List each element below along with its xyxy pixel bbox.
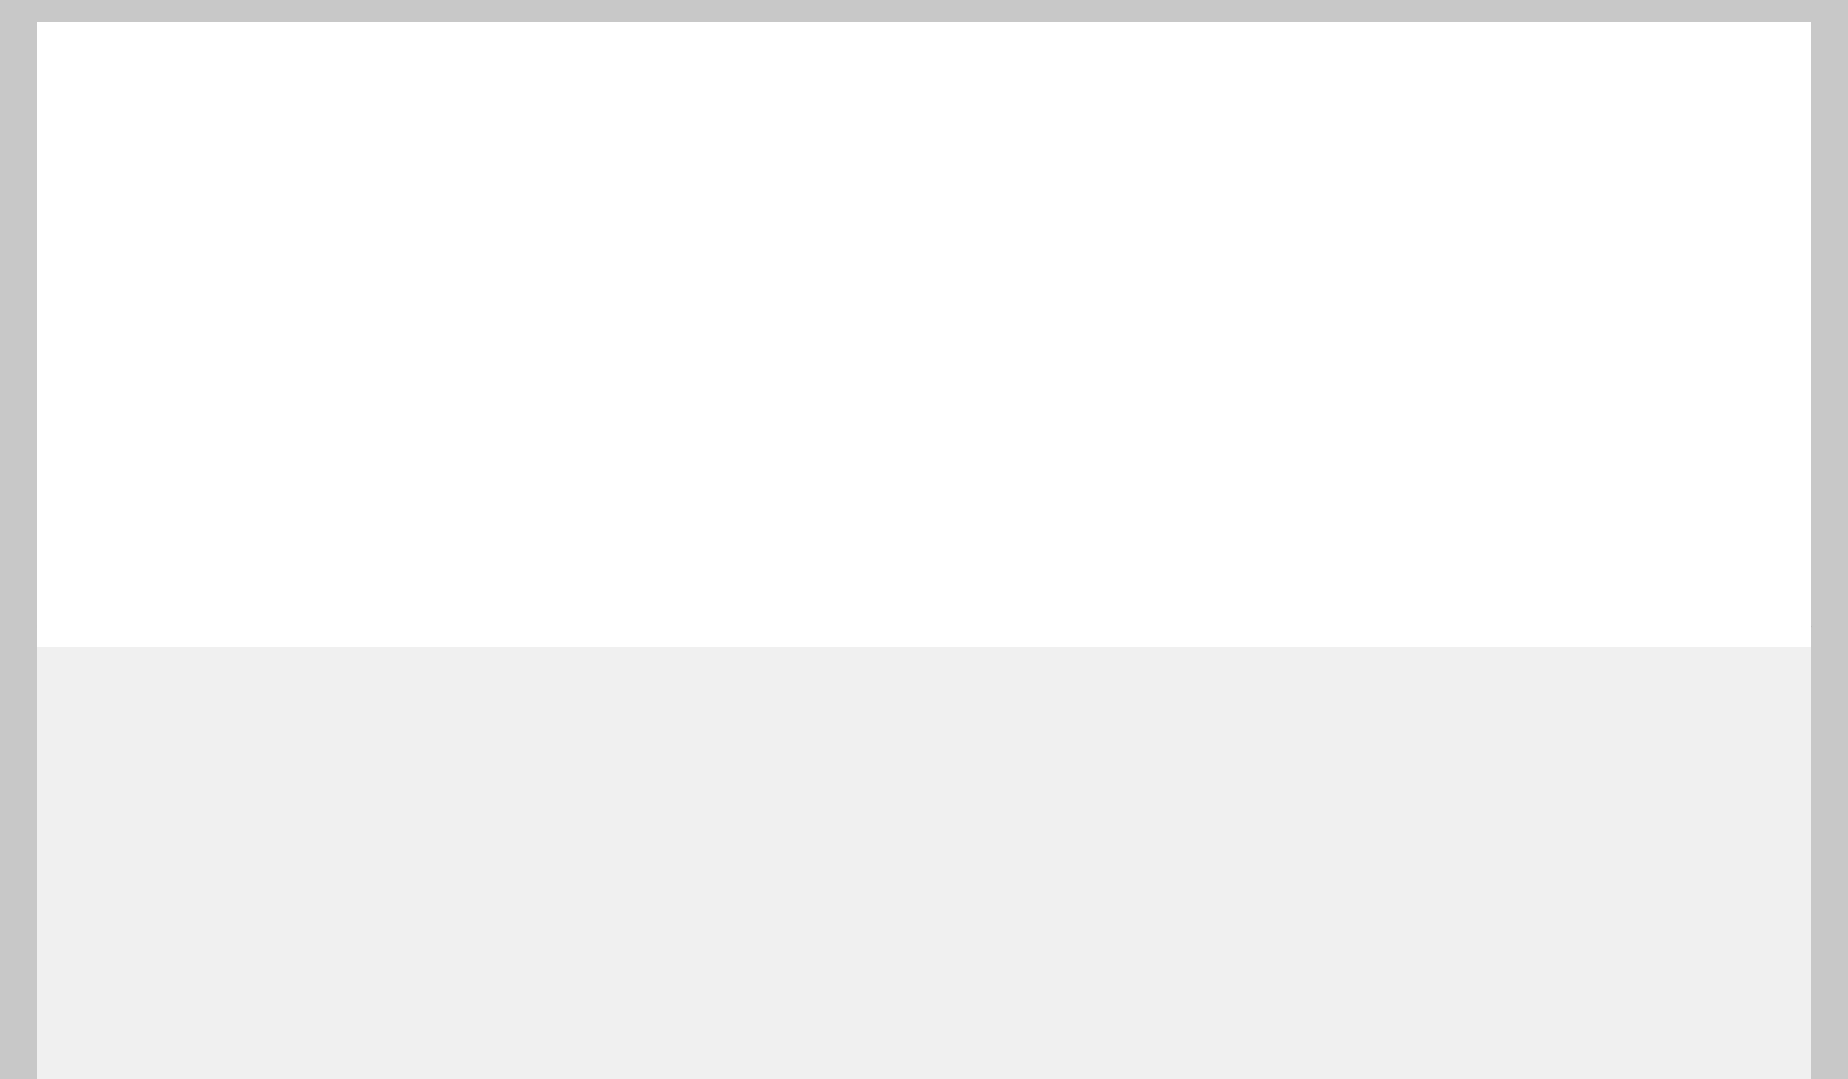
Text: diagram. Name the two lines and the: diagram. Name the two lines and the	[74, 189, 514, 213]
Text: d: d	[959, 200, 970, 219]
Text: b: b	[1558, 32, 1571, 52]
Text: Which of the following is a pair of corresponding angles?: Which of the following is a pair of corr…	[74, 685, 743, 709]
Text: ↓1 and ↓4: ↓1 and ↓4	[203, 915, 333, 939]
Text: 6: 6	[1574, 211, 1586, 230]
Circle shape	[79, 913, 128, 941]
Circle shape	[79, 794, 128, 822]
Text: a: a	[1244, 32, 1255, 52]
Circle shape	[967, 794, 1015, 822]
Text: 7: 7	[1240, 286, 1251, 304]
Text: C.: C.	[1031, 796, 1055, 820]
Text: ↓6 and ↓7: ↓6 and ↓7	[1090, 796, 1220, 820]
Text: B.: B.	[144, 915, 168, 939]
Text: 8: 8	[1168, 205, 1179, 223]
Text: transversal that form the pair.: transversal that form the pair.	[74, 281, 429, 304]
Text: 2: 2	[1257, 470, 1268, 489]
Text: A.: A.	[144, 796, 168, 820]
Text: Identify a pair of corresponding angles in the: Identify a pair of corresponding angles …	[74, 97, 606, 121]
Text: 5: 5	[1576, 525, 1587, 544]
Text: 1: 1	[1179, 470, 1190, 489]
Text: c: c	[1608, 56, 1619, 76]
Text: ...: ...	[915, 617, 933, 634]
Text: 3: 3	[1486, 211, 1497, 230]
FancyBboxPatch shape	[822, 585, 1026, 667]
Circle shape	[967, 913, 1015, 941]
Text: D.: D.	[1031, 915, 1057, 939]
Text: ↑1 and ↓3: ↑1 and ↓3	[203, 796, 333, 820]
Text: e: e	[1107, 466, 1118, 486]
Text: ↓6 and ↓8: ↓6 and ↓8	[1090, 915, 1220, 939]
Text: 4: 4	[1574, 286, 1586, 304]
